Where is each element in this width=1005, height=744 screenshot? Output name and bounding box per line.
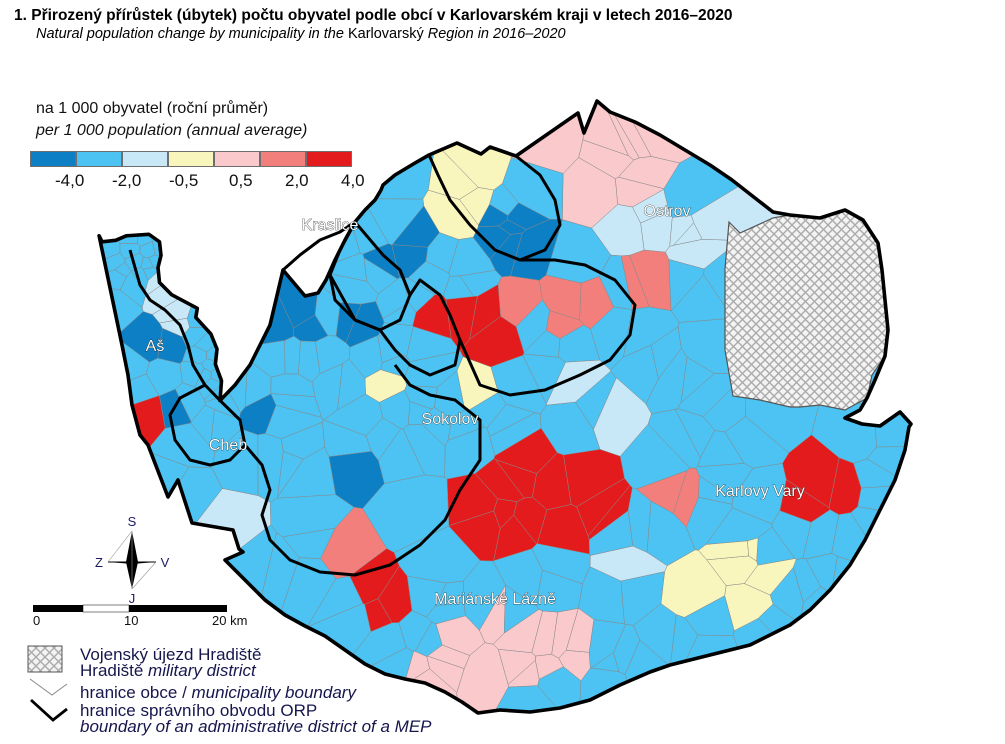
svg-text:Hradiště military district: Hradiště military district <box>80 661 257 680</box>
svg-text:10: 10 <box>124 613 138 628</box>
svg-text:hranice obce / municipality bo: hranice obce / municipality boundary <box>80 683 357 702</box>
svg-text:Mariánské Lázně: Mariánské Lázně <box>434 591 556 608</box>
svg-text:Cheb: Cheb <box>209 437 247 454</box>
svg-text:Z: Z <box>95 555 103 570</box>
svg-text:20 km: 20 km <box>212 613 247 628</box>
svg-text:0: 0 <box>33 613 40 628</box>
svg-text:J: J <box>129 591 136 606</box>
svg-text:V: V <box>161 555 170 570</box>
svg-text:boundary of an administrative: boundary of an administrative district o… <box>80 717 432 736</box>
svg-text:Karlovy Vary: Karlovy Vary <box>715 483 805 500</box>
svg-text:Kraslice: Kraslice <box>302 217 359 234</box>
svg-text:Ostrov: Ostrov <box>643 203 690 220</box>
svg-text:S: S <box>128 514 137 529</box>
svg-text:Aš: Aš <box>146 338 165 355</box>
svg-text:Sokolov: Sokolov <box>422 411 479 428</box>
